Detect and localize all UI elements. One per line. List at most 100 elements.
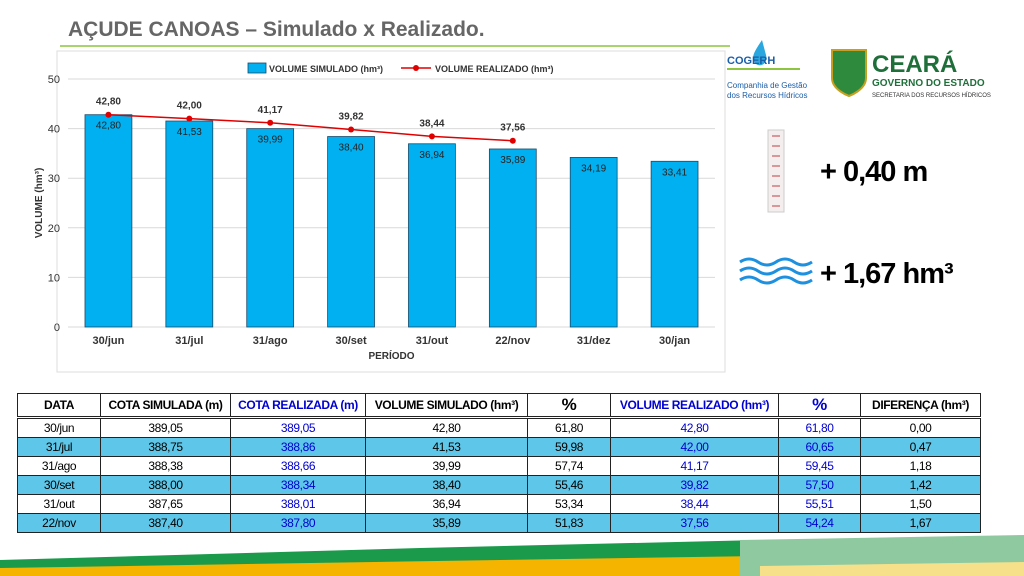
table-cell: 42,80 <box>610 417 779 438</box>
bar-label: 39,99 <box>258 135 283 146</box>
table-cell: 388,66 <box>230 456 366 476</box>
table-cell: COTA REALIZADA (m) <box>230 393 366 419</box>
line-marker <box>105 111 112 118</box>
line-marker <box>186 115 193 122</box>
table-cell: 389,05 <box>100 417 231 438</box>
footer-stripe <box>760 562 1024 576</box>
bar-label: 41,53 <box>177 127 202 138</box>
table-cell: 59,45 <box>778 456 861 476</box>
line-marker <box>509 137 516 144</box>
table-cell: 389,05 <box>230 417 366 438</box>
table-cell: 388,75 <box>100 437 231 457</box>
table-cell: 0,47 <box>860 437 981 457</box>
cogerh-sub: Companhia de Gestão <box>727 81 808 90</box>
table-cell: 61,80 <box>778 417 861 438</box>
table-cell: 41,53 <box>365 437 528 457</box>
table-cell: 42,00 <box>610 437 779 457</box>
bar <box>569 157 618 328</box>
gauge-ticks <box>772 135 780 207</box>
bar-label: 42,80 <box>96 121 121 132</box>
cogerh-sub: dos Recursos Hídricos <box>727 91 807 100</box>
legend-swatch <box>247 62 267 74</box>
y-tick-label: 50 <box>48 74 60 86</box>
x-tick-label: 31/out <box>416 335 449 347</box>
ceara-sub: GOVERNO DO ESTADO <box>872 78 985 89</box>
table-cell: 388,34 <box>230 475 366 495</box>
x-tick-label: 22/nov <box>495 335 531 347</box>
table-cell: 388,00 <box>100 475 231 495</box>
bar <box>488 148 537 328</box>
table-cell: 55,46 <box>527 475 611 495</box>
x-tick-label: 31/ago <box>253 335 288 347</box>
table-cell: DIFERENÇA (hm³) <box>860 393 981 419</box>
legend-label: VOLUME SIMULADO (hm³) <box>269 64 383 74</box>
bar <box>408 143 456 328</box>
line-label: 39,82 <box>339 111 364 122</box>
table-cell: 31/ago <box>17 456 101 476</box>
x-tick-label: 30/jan <box>659 335 690 347</box>
table-cell: 22/nov <box>17 513 101 533</box>
x-tick-label: 31/dez <box>577 335 611 347</box>
y-tick-label: 0 <box>54 322 60 334</box>
data-table: DATA COTA SIMULADA (m) COTA REALIZADA (m) V… <box>17 393 981 533</box>
table-cell: 31/jul <box>17 437 101 457</box>
ceara-sec: SECRETARIA DOS RECURSOS HÍDRICOS <box>872 92 991 99</box>
table-row: 30/set 388,00 388,34 38,40 55,46 39,82 57,50 1,… <box>17 475 981 495</box>
table-cell: 388,01 <box>230 494 366 514</box>
cogerh-drop <box>753 40 767 66</box>
bar <box>165 120 214 328</box>
legend-swatch <box>413 65 419 71</box>
table-row: 30/jun 389,05 389,05 42,80 61,80 42,80 61,80 0,… <box>17 417 981 438</box>
table-cell: 57,50 <box>778 475 861 495</box>
y-tick-label: 40 <box>48 124 60 136</box>
table-cell: VOLUME SIMULADO (hm³) <box>365 393 528 419</box>
table-row: DATA COTA SIMULADA (m) COTA REALIZADA (m) V… <box>17 393 981 419</box>
table-cell: 35,89 <box>365 513 528 533</box>
level-indicator: + 0,40 m <box>820 156 927 188</box>
ceara-shield <box>831 49 867 98</box>
cogerh-name: COGERH <box>727 55 775 67</box>
volume-indicator: + 1,67 hm³ <box>820 258 954 290</box>
bar-label: 35,89 <box>500 155 525 166</box>
table-cell: 54,24 <box>778 513 861 533</box>
table-cell: 31/out <box>17 494 101 514</box>
bar <box>650 160 699 328</box>
table-cell: 60,65 <box>778 437 861 457</box>
footer-stripe <box>0 556 760 576</box>
table-cell: 1,42 <box>860 475 981 495</box>
table-cell: % <box>527 393 611 419</box>
table-cell: 38,40 <box>365 475 528 495</box>
line-marker <box>267 119 274 126</box>
table-cell: 30/jun <box>17 417 101 438</box>
table-cell: DATA <box>17 393 101 419</box>
bar-label: 33,41 <box>662 167 687 178</box>
y-tick-label: 30 <box>48 173 60 185</box>
line-label: 41,17 <box>258 105 283 116</box>
table-cell: 1,67 <box>860 513 981 533</box>
table-cell: 61,80 <box>527 417 611 438</box>
table-row: 31/jul 388,75 388,86 41,53 59,98 42,00 60,65 0,… <box>17 437 981 457</box>
table-cell: 55,51 <box>778 494 861 514</box>
line-label: 37,56 <box>500 123 525 134</box>
table-cell: 51,83 <box>527 513 611 533</box>
legend-label: VOLUME REALIZADO (hm³) <box>435 64 554 74</box>
table-cell: 41,17 <box>610 456 779 476</box>
x-axis-label: PERÍODO <box>368 349 414 362</box>
bar <box>327 136 375 328</box>
table-row: 22/nov 387,40 387,80 35,89 51,83 37,56 54,24 1,… <box>17 513 981 533</box>
table-cell: COTA SIMULADA (m) <box>100 393 231 419</box>
bar-label: 38,40 <box>339 143 364 154</box>
table-cell: 42,80 <box>365 417 528 438</box>
table-cell: 36,94 <box>365 494 528 514</box>
x-tick-label: 31/jul <box>175 335 203 347</box>
bar <box>84 114 133 328</box>
table-row: 31/ago 388,38 388,66 39,99 57,74 41,17 59,45 1,… <box>17 456 981 476</box>
table-cell: 39,82 <box>610 475 779 495</box>
line-label: 38,44 <box>419 118 444 129</box>
ceara-name: CEARÁ <box>872 50 957 78</box>
table-cell: 1,18 <box>860 456 981 476</box>
line-label: 42,80 <box>96 97 121 108</box>
table-cell: 37,56 <box>610 513 779 533</box>
